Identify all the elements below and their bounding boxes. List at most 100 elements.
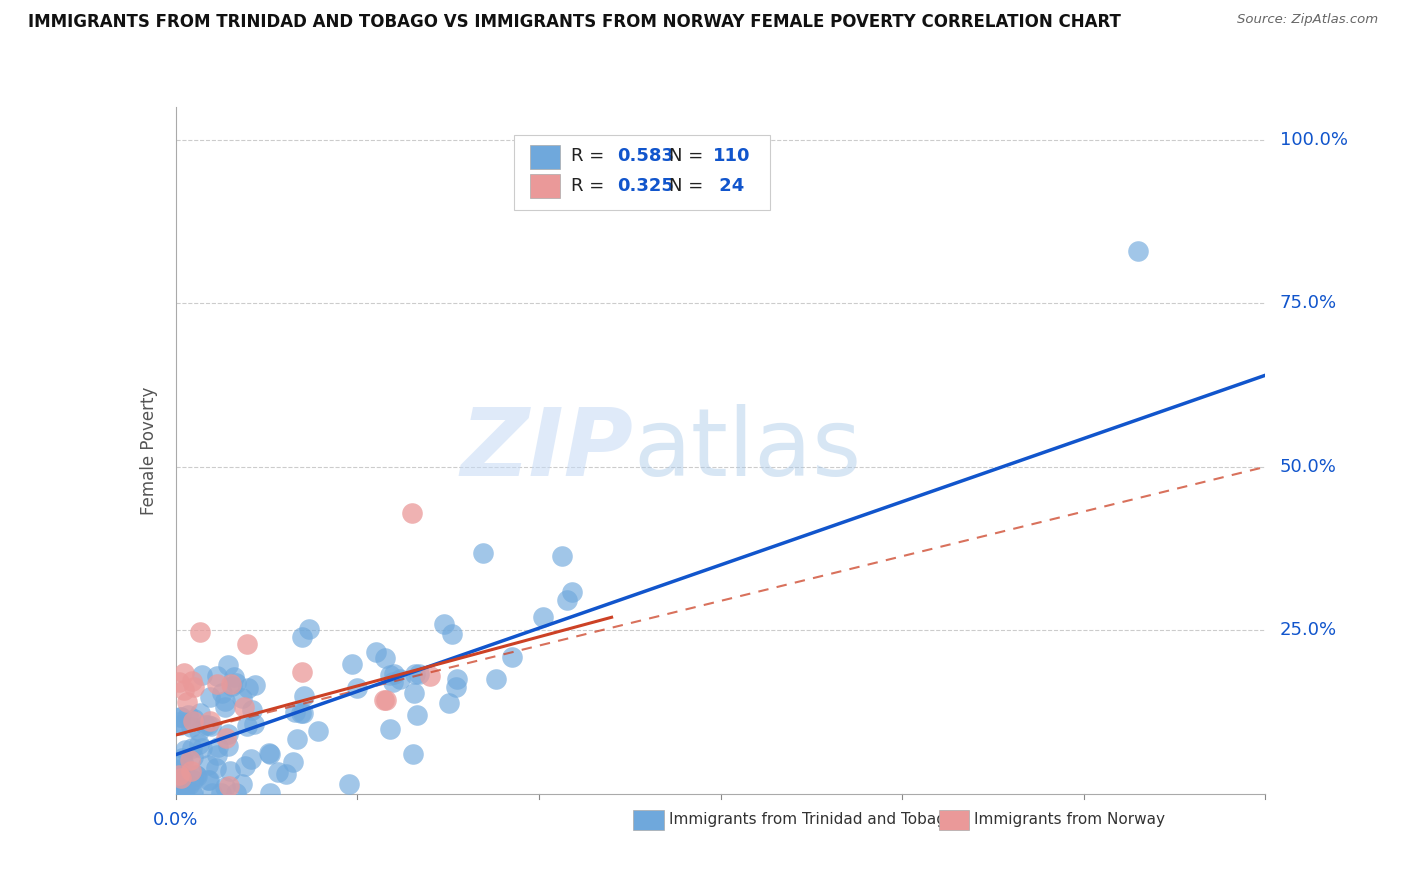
Point	[408, 666, 430, 681]
Point	[259, 786, 281, 800]
Text: N =: N =	[669, 177, 710, 195]
Point	[219, 764, 242, 778]
Point	[197, 772, 219, 787]
Point	[172, 777, 194, 791]
Point	[218, 779, 240, 793]
Point	[1128, 244, 1150, 258]
Point	[389, 672, 412, 686]
Point	[169, 771, 191, 785]
Point	[406, 708, 429, 723]
Point	[205, 747, 228, 762]
Point	[217, 727, 239, 741]
Point	[180, 720, 202, 734]
Point	[197, 718, 219, 732]
Point	[292, 690, 315, 704]
Point	[170, 710, 193, 724]
Point	[233, 759, 256, 773]
Point	[187, 738, 209, 752]
Point	[307, 723, 329, 738]
Point	[404, 667, 426, 681]
Point	[183, 680, 205, 694]
Point	[176, 695, 198, 709]
Point	[233, 700, 256, 714]
Point	[169, 674, 191, 689]
Point	[180, 764, 202, 779]
Point	[285, 732, 308, 747]
Point	[194, 718, 217, 732]
Point	[375, 692, 398, 706]
Point	[214, 780, 236, 795]
Point	[373, 693, 395, 707]
Point	[225, 676, 247, 690]
Point	[169, 771, 191, 785]
Point	[197, 773, 219, 788]
Point	[169, 772, 191, 787]
Point	[214, 700, 236, 714]
Point	[382, 674, 405, 689]
Point	[169, 718, 191, 732]
Text: 0.0%: 0.0%	[153, 811, 198, 829]
Point	[291, 706, 314, 721]
Point	[402, 686, 425, 700]
Text: R =: R =	[571, 147, 610, 166]
Point	[169, 763, 191, 777]
Point	[337, 776, 360, 790]
Point	[366, 645, 388, 659]
Point	[204, 761, 226, 775]
Point	[217, 658, 239, 673]
Point	[198, 714, 221, 728]
Text: Source: ZipAtlas.com: Source: ZipAtlas.com	[1237, 13, 1378, 27]
Point	[207, 668, 229, 682]
Point	[214, 694, 236, 708]
Text: N =: N =	[669, 147, 710, 166]
Point	[173, 665, 195, 680]
Point	[437, 696, 460, 710]
Point	[401, 506, 423, 520]
Point	[181, 740, 204, 755]
Point	[215, 731, 238, 746]
Point	[169, 768, 191, 782]
Point	[267, 765, 290, 780]
Point	[173, 682, 195, 697]
Text: 75.0%: 75.0%	[1279, 294, 1337, 312]
Point	[209, 786, 232, 800]
Point	[169, 710, 191, 724]
Point	[382, 667, 405, 681]
Point	[186, 769, 208, 783]
Point	[200, 719, 222, 733]
Point	[217, 739, 239, 753]
Point	[181, 786, 204, 800]
Point	[177, 708, 200, 723]
Point	[222, 669, 245, 683]
Point	[243, 678, 266, 692]
Point	[225, 786, 247, 800]
Point	[170, 751, 193, 765]
Point	[419, 669, 441, 683]
Point	[231, 776, 253, 790]
Point	[198, 690, 221, 704]
Point	[501, 649, 523, 664]
Text: 50.0%: 50.0%	[1279, 458, 1337, 475]
Point	[231, 691, 253, 706]
Point	[555, 592, 578, 607]
Point	[169, 786, 191, 800]
Point	[291, 630, 314, 644]
Point	[238, 681, 260, 695]
Point	[177, 778, 200, 792]
FancyBboxPatch shape	[530, 145, 561, 169]
Point	[342, 657, 364, 671]
Point	[201, 786, 224, 800]
Point	[211, 686, 233, 700]
Text: Female Poverty: Female Poverty	[139, 386, 157, 515]
Point	[236, 637, 259, 651]
Point	[197, 758, 219, 772]
Point	[191, 668, 214, 682]
Point	[169, 772, 191, 787]
Point	[446, 681, 468, 695]
Point	[190, 706, 212, 721]
Point	[188, 723, 211, 738]
Point	[274, 767, 297, 781]
Point	[257, 746, 280, 760]
Text: 110: 110	[713, 147, 751, 166]
Point	[172, 786, 194, 800]
